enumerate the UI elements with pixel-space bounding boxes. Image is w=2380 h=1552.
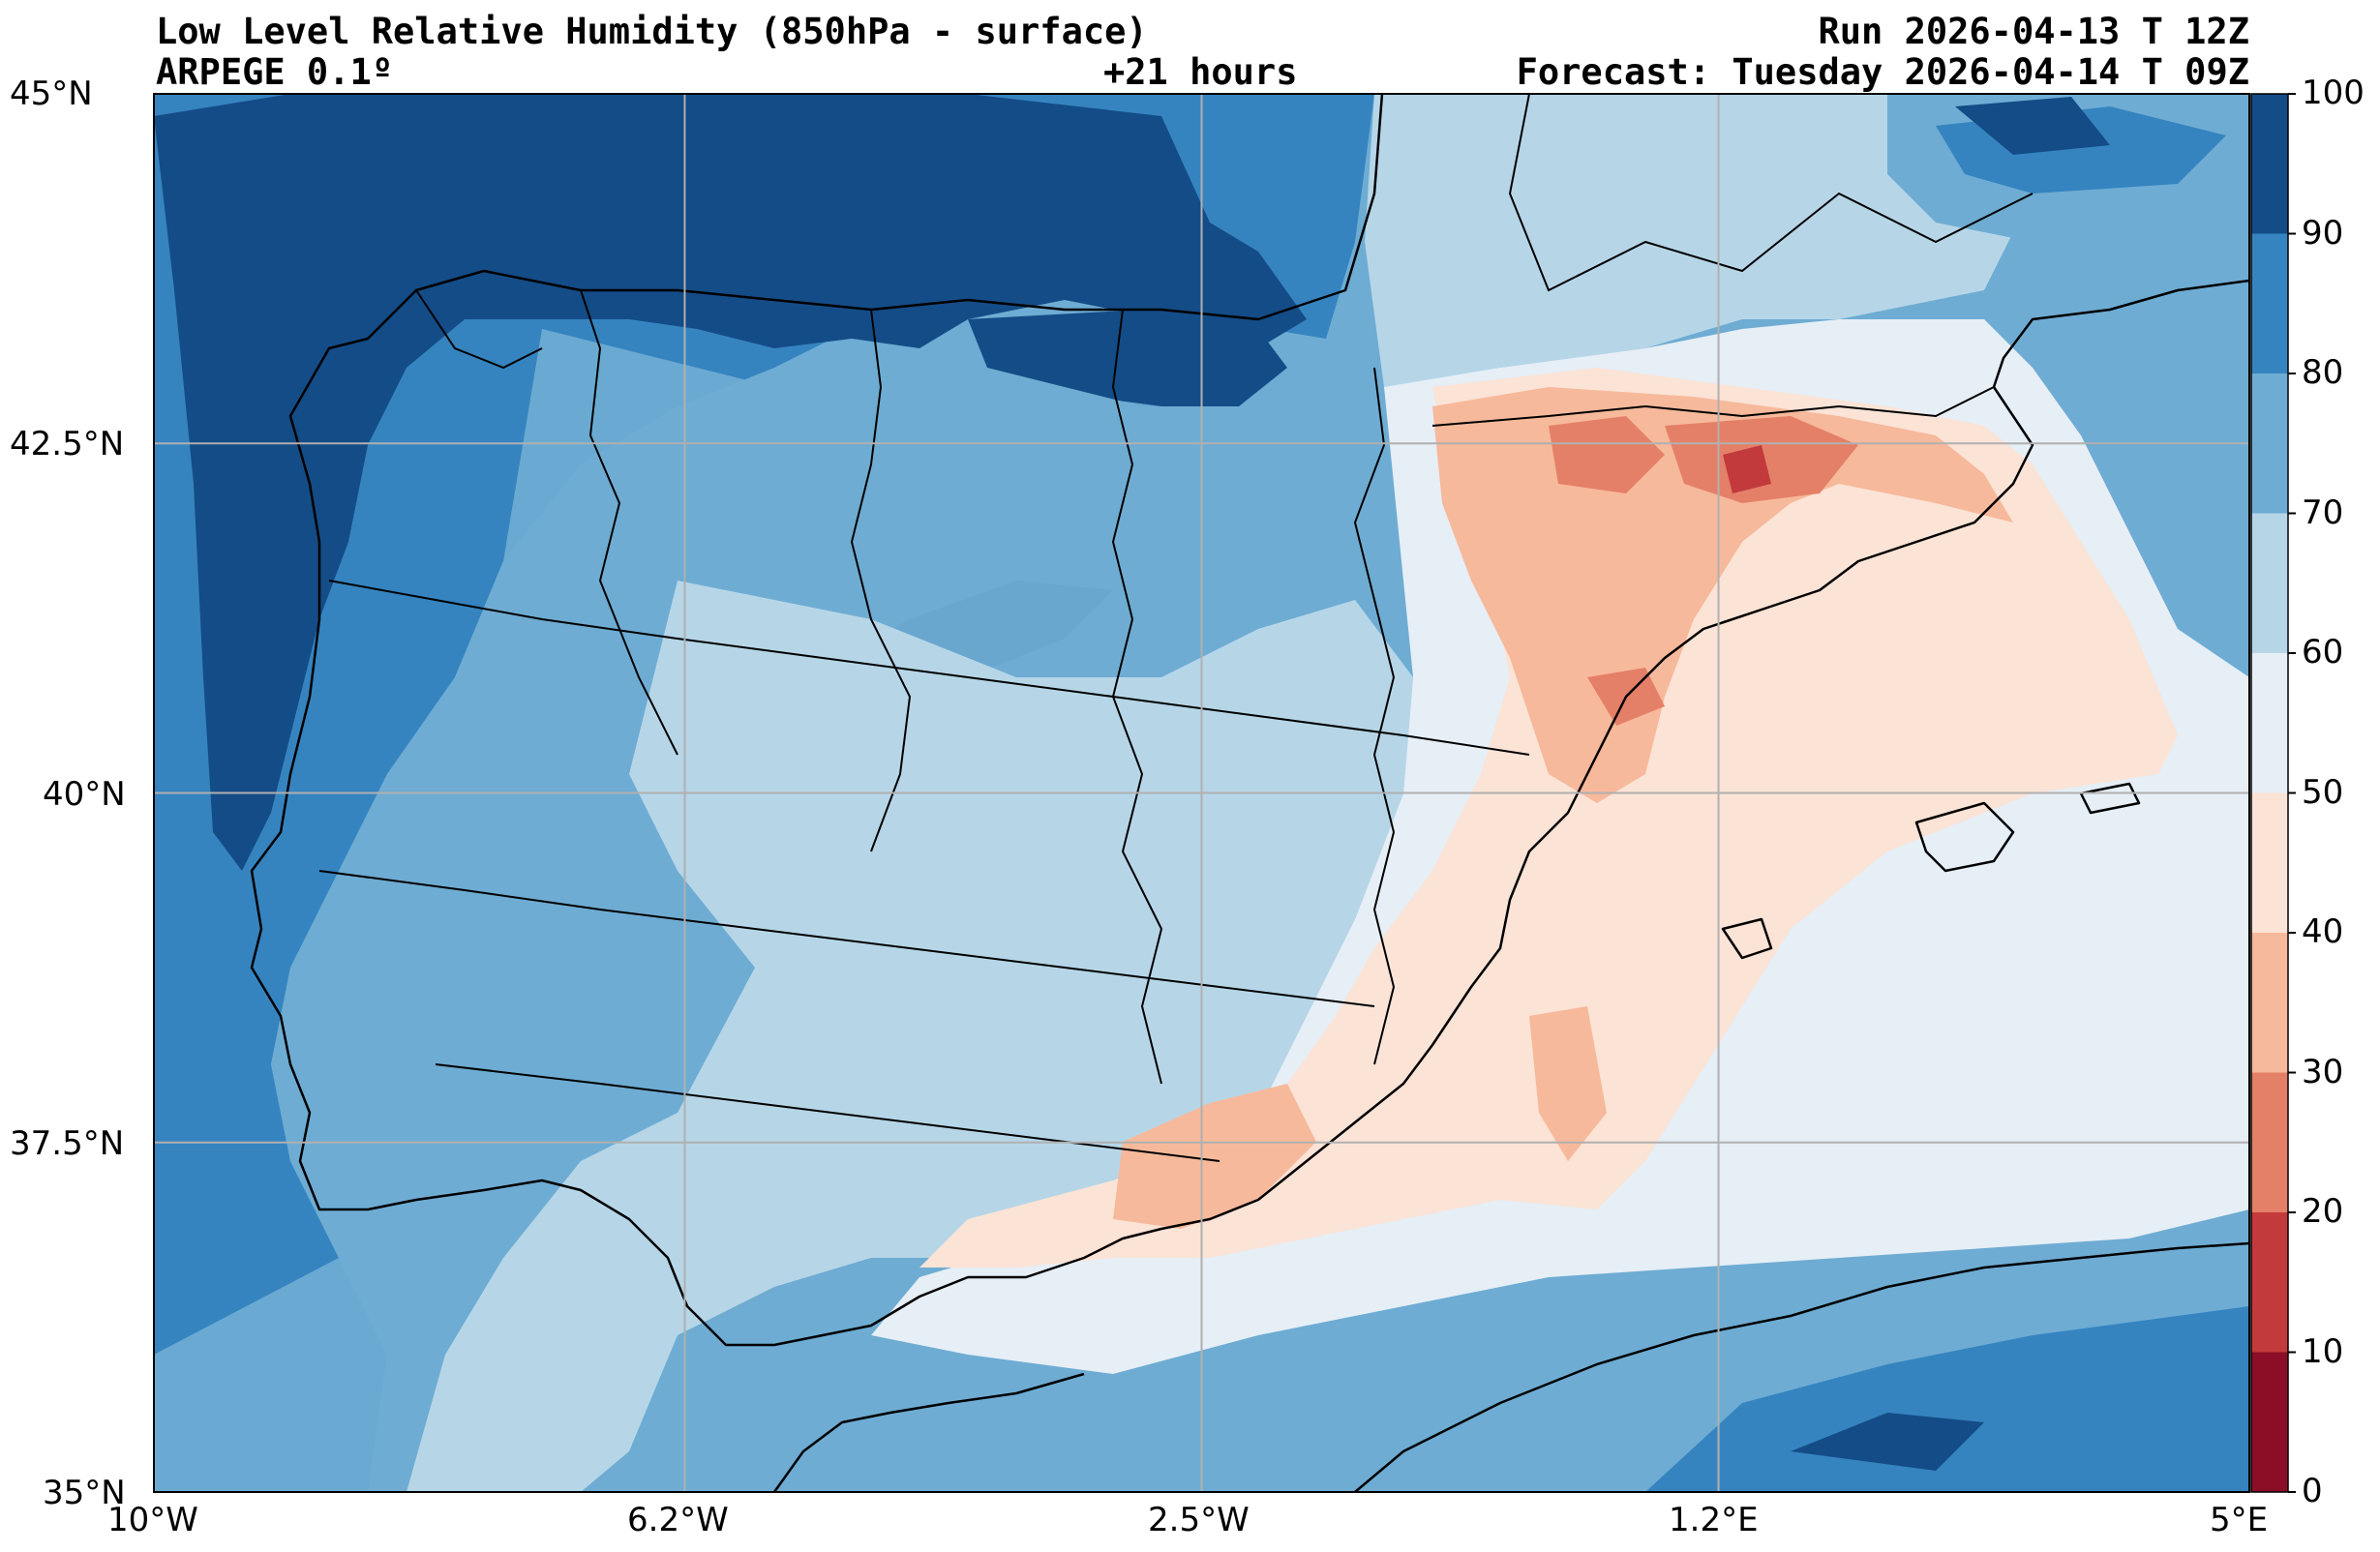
colorbar-label-0: 0 <box>2302 1472 2323 1510</box>
colorbar <box>2251 93 2296 1493</box>
colorbar-label-70: 70 <box>2302 492 2344 532</box>
france-borders <box>1508 94 2034 292</box>
forecast-time: Forecast: Tuesday 2026-04-14 T 09Z <box>1516 51 2249 93</box>
lon-tick-2-5w: 2.5°W <box>1148 1501 1250 1539</box>
iberia-coastline <box>250 94 2249 1347</box>
algeria-coast <box>1354 1241 2249 1492</box>
border-5 <box>1353 367 1396 1065</box>
rh-30-40-ebro <box>1432 387 2013 803</box>
rh-90-100-cantabria <box>968 310 1287 406</box>
colorbar-label-60: 60 <box>2302 633 2344 672</box>
model-name: ARPEGE 0.1º <box>156 51 394 93</box>
run-time: Run 2026-04-13 T 12Z <box>1818 11 2249 52</box>
lon-tick-6-2w: 6.2°W <box>627 1501 729 1539</box>
colorbar-label-30: 30 <box>2302 1052 2344 1091</box>
coastlines <box>250 94 2249 1492</box>
colorbar-frame <box>2250 93 2289 1493</box>
colorbar-label-100: 100 <box>2302 74 2365 112</box>
lon-tick-10w: 10°W <box>107 1501 198 1539</box>
colorbar-swatch-90-100 <box>2251 94 2288 234</box>
border-8 <box>435 1063 1220 1162</box>
border-3 <box>850 309 912 852</box>
colorbar-label-50: 50 <box>2302 772 2344 812</box>
mallorca-outline <box>1914 801 2015 873</box>
rh-90-100-north-africa <box>1791 1413 1984 1471</box>
morocco-coast <box>772 1372 1085 1492</box>
lat-tick-35: 35°N <box>43 1474 126 1512</box>
colorbar-label-80: 80 <box>2302 353 2344 392</box>
border-6 <box>328 580 1530 756</box>
border-1 <box>580 289 678 756</box>
rh-60-70-france <box>1365 94 2033 416</box>
pyrenees-border <box>1431 386 1995 427</box>
map-title: Low Level Relative Humidity (850hPa - su… <box>156 11 1148 52</box>
colorbar-label-10: 10 <box>2302 1331 2344 1371</box>
humidity-field <box>154 94 2249 1492</box>
rh-20-30-zone-1 <box>1549 416 1665 493</box>
colorbar-swatch-40-50 <box>2251 792 2288 933</box>
colorbar-swatch-80-90 <box>2251 233 2288 373</box>
lon-tick-5e: 5°E <box>2210 1501 2269 1539</box>
admin-borders <box>318 94 2034 1162</box>
colorbar-label-40: 40 <box>2302 912 2344 951</box>
rh-60-70-south <box>407 581 1413 1492</box>
colorbar-swatch-30-40 <box>2251 933 2288 1073</box>
border-7 <box>318 870 1375 1007</box>
rh-80-90-north-africa <box>1645 1306 2249 1492</box>
rh-40-50-tongue <box>919 368 2178 1268</box>
colorbar-swatch-0-10 <box>2251 1352 2288 1492</box>
lat-tick-40: 40°N <box>43 775 126 814</box>
lead-time: +21 hours <box>1103 51 1298 93</box>
colorbar-swatch-20-30 <box>2251 1072 2288 1212</box>
rh-10-20-spot <box>1723 445 1771 493</box>
colorbar-swatch-70-80 <box>2251 373 2288 514</box>
colorbar-swatch-50-60 <box>2251 653 2288 793</box>
menorca-outline <box>2079 782 2141 815</box>
ibiza-outline <box>1721 917 1773 960</box>
border-2 <box>415 289 543 370</box>
colorbar-label-20: 20 <box>2302 1192 2344 1231</box>
rh-90-100-northeast <box>1955 97 2110 155</box>
colorbar-label-90: 90 <box>2302 213 2344 253</box>
lon-tick-1-2e: 1.2°E <box>1669 1501 1759 1539</box>
colorbar-swatch-60-70 <box>2251 513 2288 653</box>
map-frame <box>153 93 2250 1493</box>
rh-90-100-northwest <box>154 94 1307 871</box>
gridlines <box>154 94 2249 1492</box>
lat-tick-45: 45°N <box>10 75 93 113</box>
rh-30-40-valencia <box>1529 1006 1607 1161</box>
colorbar-swatch-10-20 <box>2251 1212 2288 1353</box>
lat-tick-42-5: 42.5°N <box>10 425 125 463</box>
lat-tick-37-5: 37.5°N <box>10 1124 125 1163</box>
